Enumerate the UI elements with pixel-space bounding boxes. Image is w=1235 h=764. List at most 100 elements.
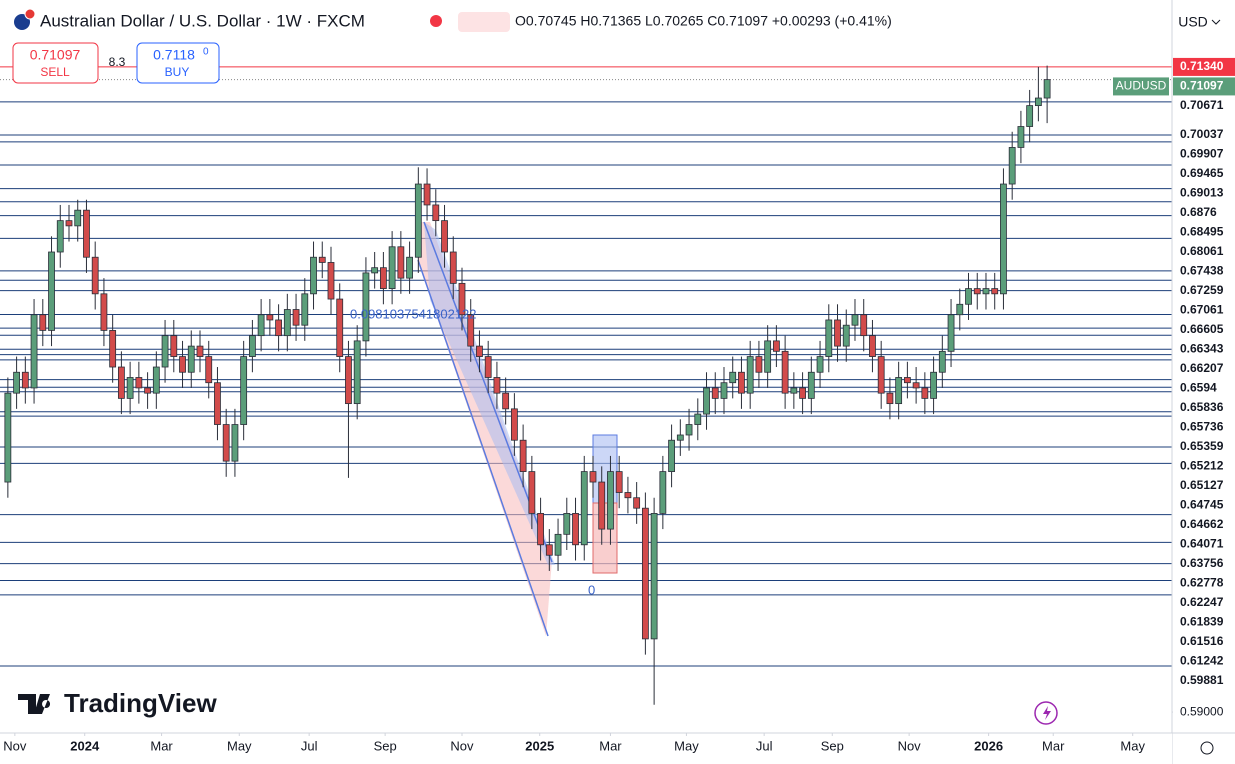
candle-body [1017,126,1025,148]
candle-body [467,314,475,347]
candle-body [965,288,972,305]
price-label-bg [1173,516,1235,535]
currency[interactable]: USD [1178,14,1208,30]
price-label-bg [1173,496,1235,515]
buy-price: 0.7118 [153,47,195,63]
candle-body [528,471,536,514]
candle-body [685,424,693,436]
candle-body [886,392,894,405]
candle-body [1026,105,1034,127]
price-label-bg [1173,204,1235,223]
candle-body [938,350,946,373]
candle-body [301,293,309,326]
level-label: 0.69013 [1180,186,1224,200]
candle-body [170,335,178,357]
candle-body [318,256,326,263]
level-label: 0.63756 [1180,556,1224,570]
candle-body [126,377,134,399]
buy-pip: 0 [203,47,209,58]
candle-body [510,408,518,441]
level-label: 0.65212 [1180,459,1224,473]
price-label-bg [1173,145,1235,164]
price-label-bg [1173,223,1235,242]
candle-body [598,481,606,530]
price-label-bg [1173,418,1235,437]
level-label: 0.70037 [1180,127,1224,141]
level-label: 0.66343 [1180,342,1224,356]
price-label-bg [1173,574,1235,593]
level-label: 0.67259 [1180,283,1224,297]
level-label: 0.67061 [1180,303,1224,317]
candle-body [711,387,719,399]
ohlc-values: O0.70745 H0.71365 L0.70265 C0.71097 +0.0… [515,13,892,29]
indicator-toggle[interactable] [458,12,510,32]
settings-icon[interactable] [1200,741,1214,755]
position-annotation: 0 [588,582,595,597]
sell-button[interactable] [12,42,99,84]
level-label: 0.62247 [1180,595,1224,609]
y-tick-label: 0.59000 [1180,704,1224,718]
candle-body [781,350,789,394]
candle-body [4,392,12,483]
flag-icon [24,8,36,20]
candle-body [283,309,291,337]
x-tick-label: Sep [821,738,844,753]
candle-body [13,371,20,394]
candle-body [676,434,684,441]
x-tick-label: Sep [374,738,397,753]
candle-body [982,288,990,295]
candle-body [327,262,335,300]
price-label-bg [1173,477,1235,496]
level-label: 0.64071 [1180,537,1224,551]
candle-body [869,335,876,357]
price-label-bg [1173,535,1235,554]
candle-body [397,246,405,279]
candle-body [738,371,745,394]
candle-body [895,377,903,405]
candle-body [144,387,151,394]
candle-body [231,424,239,462]
candle-body [423,183,431,206]
candle-body [275,319,282,337]
level-label: 0.68061 [1180,244,1224,258]
candle-body [641,507,649,640]
alert-icon[interactable] [1034,701,1058,725]
level-label: 0.59881 [1180,673,1224,687]
spread: 8.3 [109,55,126,69]
level-label: 0.6594 [1180,381,1217,395]
candle-body [161,335,169,368]
level-label: 0.65127 [1180,478,1224,492]
candle-body [519,439,527,472]
candle-body [668,439,675,472]
x-tick-label: Jul [301,738,318,753]
buy-button[interactable] [136,42,220,84]
x-tick-label: Mar [599,738,622,753]
x-tick-label: Nov [3,738,27,753]
candle-body [222,424,230,462]
candle-body [799,387,806,399]
level-label: 0.6876 [1180,205,1217,219]
candle-body [764,340,772,373]
candle-body [266,314,274,321]
candle-body [502,392,510,410]
sell-price: 0.71097 [30,47,81,63]
price-label-bg [1173,613,1235,632]
candle-body [248,335,256,357]
price-label-bg [1173,184,1235,203]
candle-body [729,371,737,384]
candle-body [117,366,125,399]
level-label: 0.66605 [1180,322,1224,336]
candle-body [187,345,195,373]
channel-line [417,259,549,637]
price-label-bg [1173,457,1235,476]
buy-label: BUY [165,65,190,79]
x-tick-label: 2024 [70,738,100,753]
candle-body [746,356,754,394]
candle-body [240,356,248,425]
price-label-bg [1173,555,1235,574]
candle-body [135,377,143,389]
candle-body [257,314,265,337]
candle-body [659,471,667,514]
candle-body [39,314,47,331]
